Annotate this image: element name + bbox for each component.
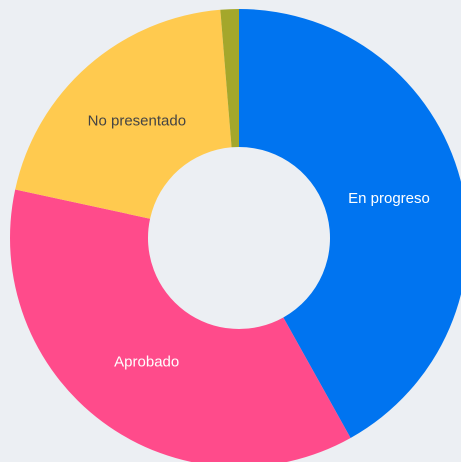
slice-label: Aprobado <box>114 354 179 371</box>
slice-label: En progreso <box>348 190 430 207</box>
slice <box>220 9 239 148</box>
slice <box>10 189 351 462</box>
slice <box>239 9 461 438</box>
slice <box>15 9 232 219</box>
slice-label: No presentado <box>88 112 186 129</box>
